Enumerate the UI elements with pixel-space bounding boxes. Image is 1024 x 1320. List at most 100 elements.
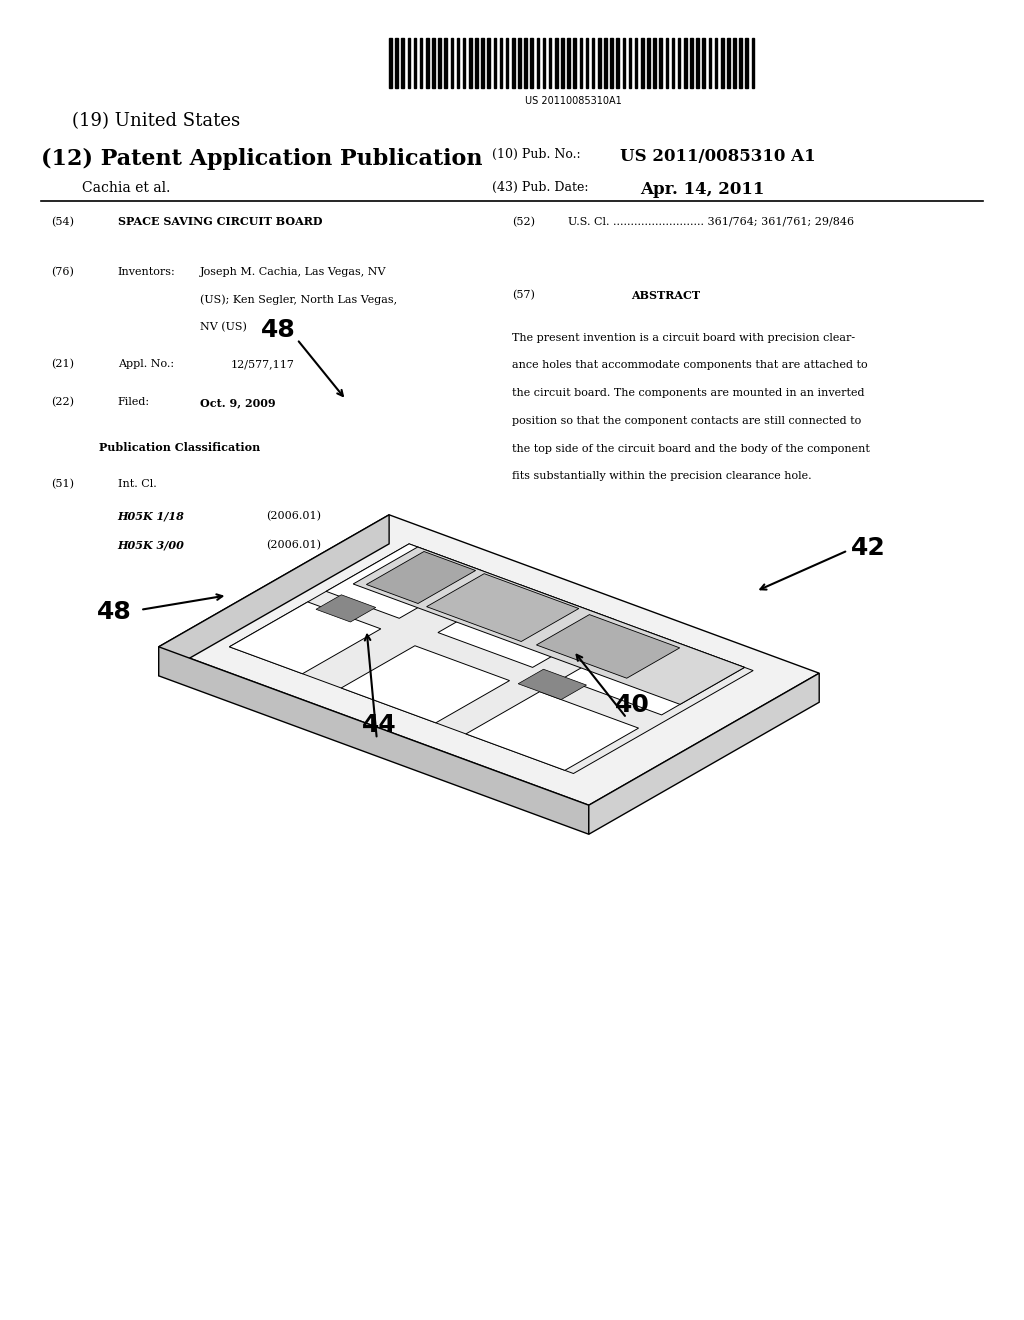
Text: Filed:: Filed: — [118, 397, 150, 408]
Bar — [721, 38, 724, 88]
Bar — [561, 38, 564, 88]
Polygon shape — [316, 595, 376, 622]
Polygon shape — [159, 647, 589, 834]
Polygon shape — [229, 602, 381, 673]
Bar — [408, 38, 411, 88]
Bar — [690, 38, 693, 88]
Text: position so that the component contacts are still connected to: position so that the component contacts … — [512, 416, 861, 426]
Bar — [739, 38, 742, 88]
Polygon shape — [229, 544, 754, 774]
Bar — [469, 38, 472, 88]
Bar — [463, 38, 466, 88]
Bar — [672, 38, 675, 88]
Bar — [727, 38, 730, 88]
Bar — [666, 38, 669, 88]
Polygon shape — [438, 585, 615, 668]
Bar — [549, 38, 552, 88]
Bar — [709, 38, 712, 88]
Bar — [752, 38, 755, 88]
Text: (10) Pub. No.:: (10) Pub. No.: — [492, 148, 581, 161]
Bar — [389, 38, 392, 88]
Text: (57): (57) — [512, 290, 535, 301]
Bar — [451, 38, 454, 88]
Bar — [395, 38, 398, 88]
Bar — [715, 38, 718, 88]
Text: US 20110085310A1: US 20110085310A1 — [525, 96, 622, 107]
Bar — [414, 38, 417, 88]
Text: H05K 1/18: H05K 1/18 — [118, 511, 184, 521]
Text: SPACE SAVING CIRCUIT BOARD: SPACE SAVING CIRCUIT BOARD — [118, 216, 323, 227]
Bar — [457, 38, 460, 88]
Text: 44: 44 — [361, 713, 396, 737]
Bar — [733, 38, 736, 88]
Text: The present invention is a circuit board with precision clear-: The present invention is a circuit board… — [512, 333, 855, 343]
Text: (76): (76) — [51, 267, 74, 277]
Text: Apr. 14, 2011: Apr. 14, 2011 — [640, 181, 764, 198]
Text: (12) Patent Application Publication: (12) Patent Application Publication — [41, 148, 482, 170]
Text: 48: 48 — [97, 601, 132, 624]
Bar — [524, 38, 527, 88]
Bar — [432, 38, 435, 88]
Text: Appl. No.:: Appl. No.: — [118, 359, 174, 370]
Bar — [555, 38, 558, 88]
Bar — [506, 38, 509, 88]
Bar — [610, 38, 613, 88]
Polygon shape — [326, 544, 482, 618]
Bar — [702, 38, 706, 88]
Bar — [518, 38, 521, 88]
Bar — [653, 38, 656, 88]
Text: Int. Cl.: Int. Cl. — [118, 479, 157, 490]
Text: (22): (22) — [51, 397, 74, 408]
Text: (2006.01): (2006.01) — [266, 540, 322, 550]
Text: 40: 40 — [615, 693, 650, 717]
Text: 48: 48 — [261, 318, 296, 342]
Text: (43) Pub. Date:: (43) Pub. Date: — [492, 181, 588, 194]
Bar — [696, 38, 699, 88]
Text: (US); Ken Segler, North Las Vegas,: (US); Ken Segler, North Las Vegas, — [200, 294, 397, 305]
Bar — [530, 38, 534, 88]
Bar — [604, 38, 607, 88]
Text: the circuit board. The components are mounted in an inverted: the circuit board. The components are mo… — [512, 388, 864, 399]
Bar — [659, 38, 663, 88]
Polygon shape — [537, 615, 680, 678]
Bar — [537, 38, 540, 88]
Bar — [586, 38, 589, 88]
Bar — [487, 38, 490, 88]
Bar — [592, 38, 595, 88]
Bar — [641, 38, 644, 88]
Text: (54): (54) — [51, 216, 74, 227]
Text: 42: 42 — [851, 536, 886, 560]
Polygon shape — [518, 669, 587, 700]
Bar — [635, 38, 638, 88]
Text: fits substantially within the precision clearance hole.: fits substantially within the precision … — [512, 471, 812, 482]
Text: Joseph M. Cachia, Las Vegas, NV: Joseph M. Cachia, Las Vegas, NV — [200, 267, 386, 277]
Polygon shape — [159, 515, 819, 805]
Polygon shape — [353, 546, 744, 705]
Bar — [623, 38, 626, 88]
Text: (21): (21) — [51, 359, 74, 370]
Polygon shape — [367, 552, 475, 603]
Text: (51): (51) — [51, 479, 74, 490]
Bar — [573, 38, 577, 88]
Bar — [475, 38, 478, 88]
Text: (2006.01): (2006.01) — [266, 511, 322, 521]
Text: US 2011/0085310 A1: US 2011/0085310 A1 — [620, 148, 815, 165]
Bar — [444, 38, 447, 88]
Text: (19) United States: (19) United States — [72, 112, 240, 131]
Polygon shape — [341, 645, 510, 723]
Polygon shape — [466, 692, 639, 771]
Bar — [580, 38, 583, 88]
Bar — [647, 38, 650, 88]
Text: ance holes that accommodate components that are attached to: ance holes that accommodate components t… — [512, 360, 867, 371]
Bar — [629, 38, 632, 88]
Bar — [684, 38, 687, 88]
Bar — [678, 38, 681, 88]
Text: U.S. Cl. .......................... 361/764; 361/761; 29/846: U.S. Cl. .......................... 361/… — [568, 216, 854, 227]
Bar — [426, 38, 429, 88]
Text: (52): (52) — [512, 216, 535, 227]
Text: H05K 3/00: H05K 3/00 — [118, 540, 184, 550]
Bar — [420, 38, 423, 88]
Bar — [494, 38, 497, 88]
Polygon shape — [427, 574, 579, 642]
Bar — [512, 38, 515, 88]
